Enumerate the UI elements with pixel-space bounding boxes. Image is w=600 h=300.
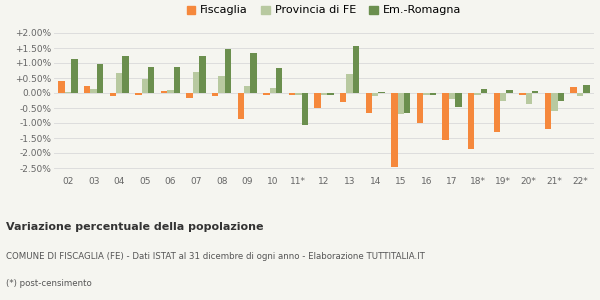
Bar: [372, 93, 379, 96]
Bar: [238, 93, 244, 118]
Bar: [65, 92, 71, 93]
Bar: [161, 91, 167, 93]
Bar: [430, 93, 436, 95]
Bar: [97, 64, 103, 93]
Bar: [250, 53, 257, 93]
Bar: [199, 56, 206, 93]
Bar: [71, 59, 77, 93]
Bar: [225, 49, 231, 93]
Bar: [269, 88, 276, 93]
Bar: [551, 93, 557, 111]
Text: COMUNE DI FISCAGLIA (FE) - Dati ISTAT al 31 dicembre di ogni anno - Elaborazione: COMUNE DI FISCAGLIA (FE) - Dati ISTAT al…: [6, 252, 425, 261]
Bar: [321, 93, 327, 94]
Bar: [468, 93, 475, 148]
Bar: [442, 93, 449, 140]
Bar: [506, 90, 513, 93]
Bar: [340, 93, 346, 102]
Bar: [557, 93, 564, 101]
Bar: [314, 93, 321, 108]
Text: (*) post-censimento: (*) post-censimento: [6, 279, 92, 288]
Bar: [481, 89, 487, 93]
Bar: [423, 93, 430, 95]
Bar: [289, 93, 295, 94]
Bar: [187, 93, 193, 98]
Bar: [519, 93, 526, 94]
Bar: [58, 81, 65, 93]
Bar: [218, 76, 225, 93]
Bar: [494, 93, 500, 132]
Bar: [173, 67, 180, 93]
Bar: [148, 67, 154, 93]
Bar: [327, 93, 334, 94]
Bar: [417, 93, 423, 123]
Bar: [295, 93, 302, 94]
Bar: [244, 85, 250, 93]
Bar: [110, 93, 116, 96]
Bar: [455, 93, 461, 106]
Text: Variazione percentuale della popolazione: Variazione percentuale della popolazione: [6, 222, 263, 232]
Bar: [346, 74, 353, 93]
Bar: [116, 73, 122, 93]
Bar: [577, 93, 583, 96]
Bar: [545, 93, 551, 129]
Bar: [135, 93, 142, 94]
Bar: [449, 93, 455, 99]
Bar: [167, 90, 173, 93]
Bar: [500, 93, 506, 100]
Bar: [365, 93, 372, 112]
Bar: [398, 93, 404, 114]
Bar: [91, 88, 97, 93]
Bar: [526, 93, 532, 104]
Bar: [263, 93, 269, 94]
Bar: [391, 93, 398, 166]
Bar: [84, 86, 91, 93]
Bar: [571, 87, 577, 93]
Bar: [532, 91, 538, 93]
Bar: [122, 56, 129, 93]
Bar: [193, 72, 199, 93]
Legend: Fiscaglia, Provincia di FE, Em.-Romagna: Fiscaglia, Provincia di FE, Em.-Romagna: [187, 5, 461, 15]
Bar: [404, 93, 410, 112]
Bar: [379, 92, 385, 93]
Bar: [212, 93, 218, 96]
Bar: [276, 68, 283, 93]
Bar: [475, 93, 481, 95]
Bar: [302, 93, 308, 125]
Bar: [353, 46, 359, 93]
Bar: [583, 85, 590, 93]
Bar: [142, 79, 148, 93]
